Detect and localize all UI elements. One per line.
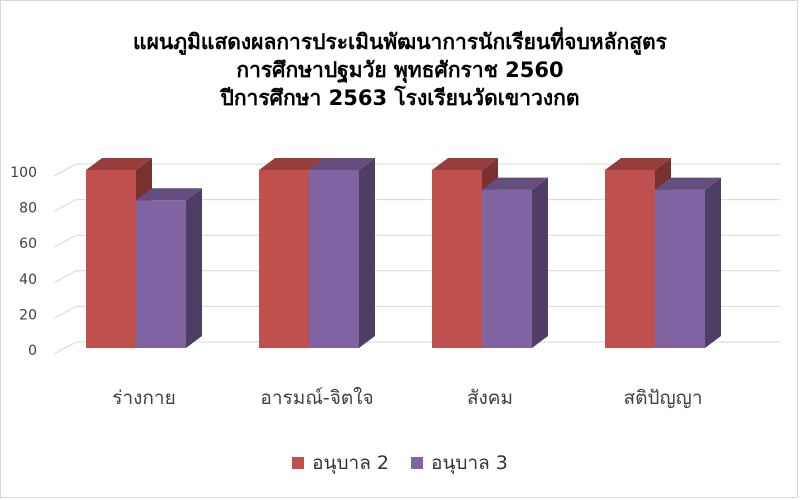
bar-front — [136, 200, 186, 348]
legend-swatch-series-1 — [292, 457, 305, 469]
x-tick-label-3: สังคม — [467, 387, 513, 409]
bar-side — [359, 158, 375, 348]
x-tick-label-2: อารมณ์-จิตใจ — [260, 387, 373, 409]
bar-side — [705, 177, 721, 348]
legend-item-series-1: อนุบาล 2 — [292, 448, 389, 478]
y-axis: 0 20 40 60 80 100 — [10, 165, 37, 359]
legend-label-series-1: อนุบาล 2 — [312, 452, 389, 474]
y-tick-label-100: 100 — [10, 165, 37, 181]
bar-front — [605, 170, 655, 348]
x-tick-label-4: สติปัญญา — [623, 387, 702, 409]
legend-item-series-2: อนุบาล 3 — [411, 448, 508, 478]
x-tick-label-1: ร่างกาย — [112, 387, 175, 409]
gridline-depth-60 — [53, 234, 77, 248]
bar-front — [482, 189, 532, 348]
x-axis: ร่างกาย อารมณ์-จิตใจ สังคม สติปัญญา — [112, 387, 702, 409]
chart-title-line-1: แผนภูมิแสดงผลการประเมินพัฒนาการนักเรียนท… — [133, 30, 667, 54]
chart-title: แผนภูมิแสดงผลการประเมินพัฒนาการนักเรียนท… — [0, 28, 800, 112]
gridline-depth-80 — [53, 199, 77, 213]
y-tick-label-20: 20 — [19, 307, 37, 323]
bar-top — [482, 177, 548, 190]
legend: อนุบาล 2 อนุบาล 3 — [0, 448, 800, 478]
legend-swatch-series-2 — [411, 457, 423, 469]
gridline-depth-40 — [53, 270, 77, 284]
y-tick-label-60: 60 — [19, 236, 37, 252]
gridline-depth-0 — [53, 341, 77, 355]
bar-front — [432, 170, 482, 348]
bar-front — [259, 170, 309, 348]
bar-top — [655, 177, 721, 190]
chart-title-line-2: การศึกษาปฐมวัย พุทธศักราช 2560 — [236, 58, 564, 82]
bar-side — [186, 188, 202, 348]
bar-2-4 — [655, 177, 721, 348]
bar-2-1 — [136, 188, 202, 348]
bar-front — [309, 170, 359, 348]
bar-top — [136, 188, 202, 201]
bar-top — [432, 158, 498, 170]
y-tick-label-80: 80 — [19, 201, 37, 217]
bars — [86, 158, 721, 348]
bar-top — [86, 158, 152, 170]
bar-top — [605, 158, 671, 170]
gridline-depth-20 — [53, 305, 77, 319]
bar-front — [655, 189, 705, 348]
bar-side — [532, 177, 548, 348]
bar-top — [309, 158, 375, 170]
bar-2-3 — [482, 177, 548, 348]
bar-front — [86, 170, 136, 348]
legend-label-series-2: อนุบาล 3 — [431, 452, 508, 474]
y-tick-label-40: 40 — [19, 272, 37, 288]
bar-2-2 — [309, 158, 375, 348]
chart-title-line-3: ปีการศึกษา 2563 โรงเรียนวัดเขาวงกต — [220, 86, 580, 110]
gridline-depth-100 — [53, 163, 77, 177]
y-tick-label-0: 0 — [28, 343, 37, 359]
bar-top — [259, 158, 325, 170]
